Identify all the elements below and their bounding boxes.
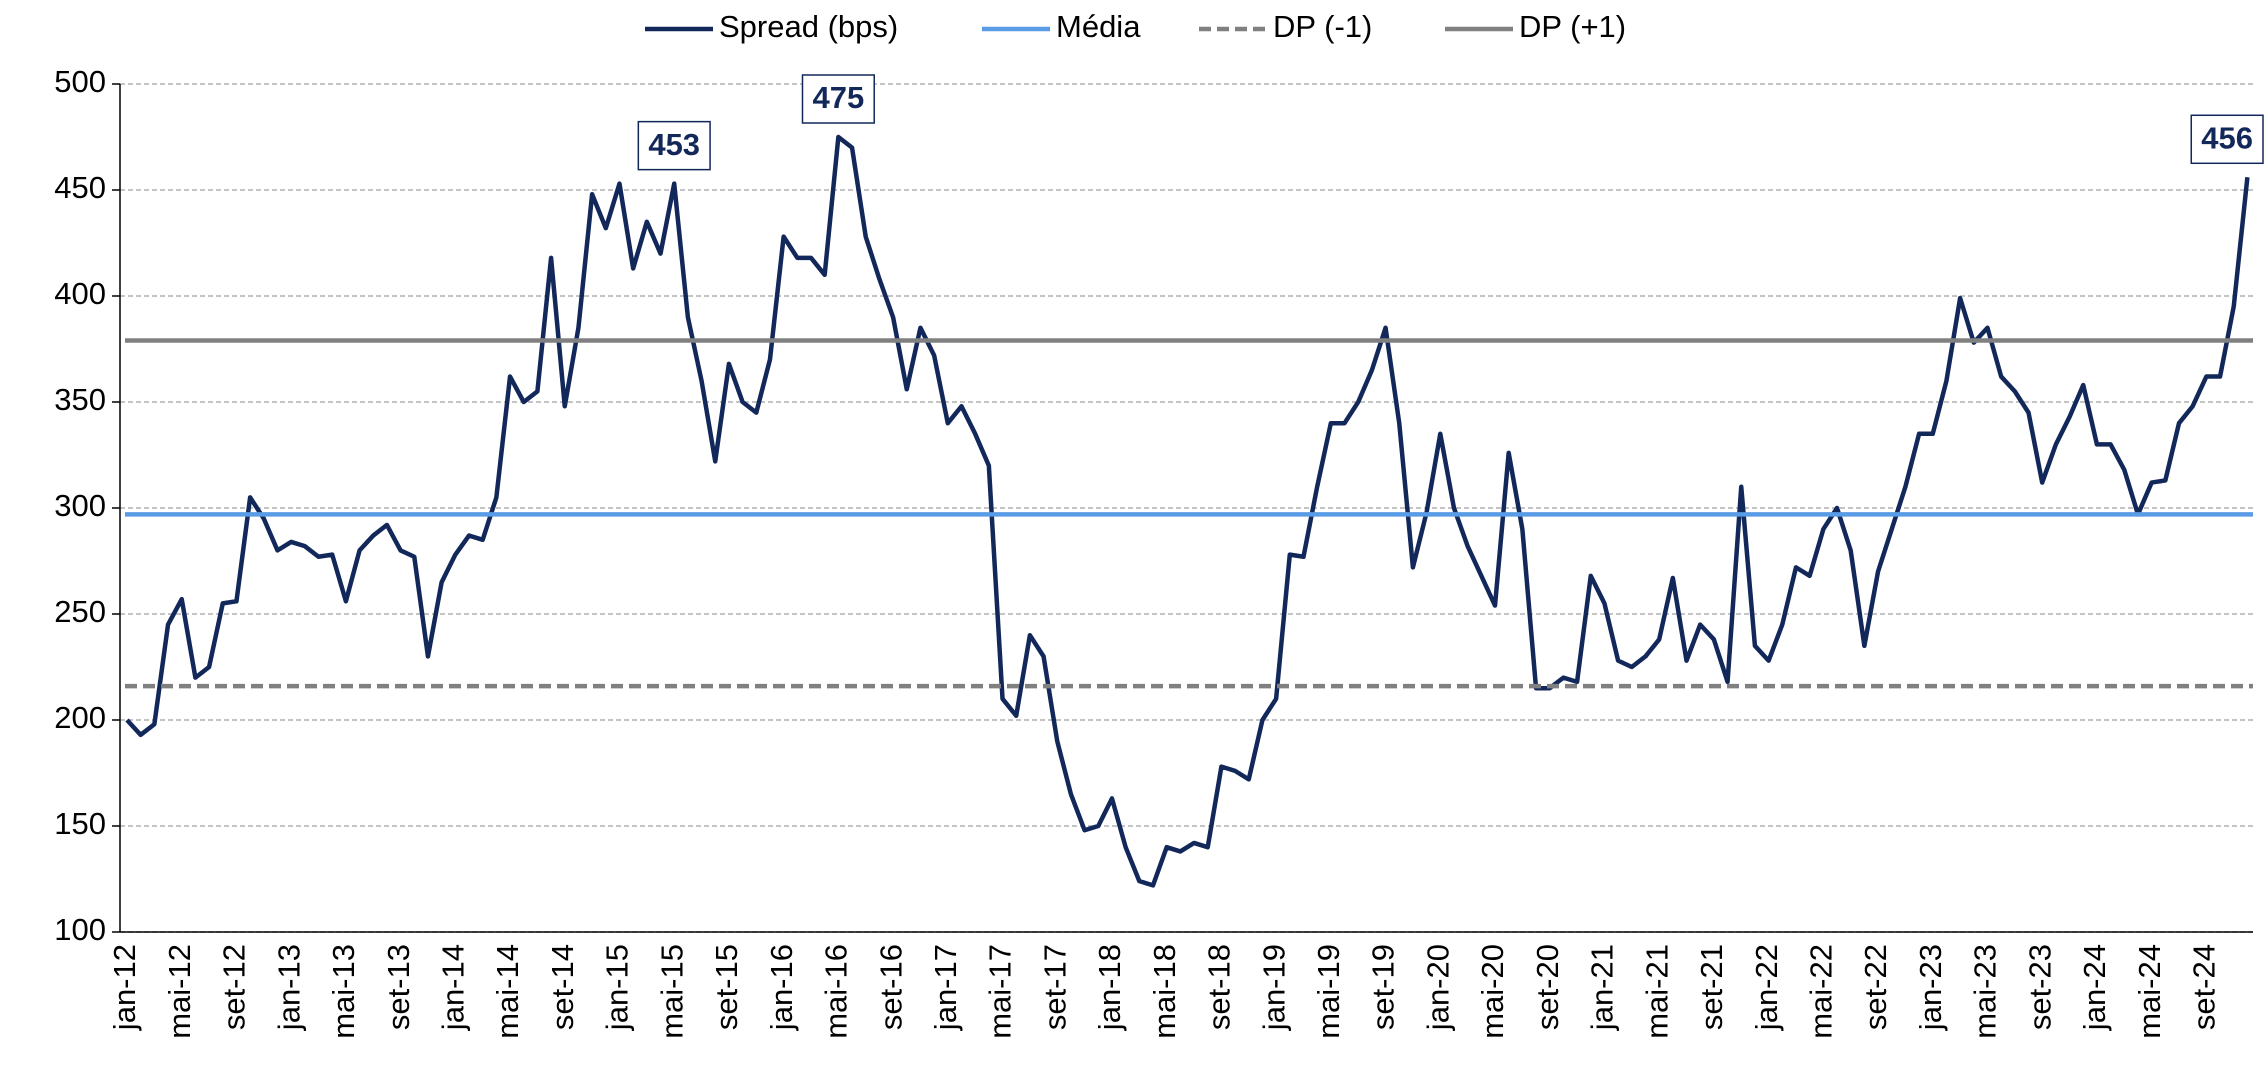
x-tick-label: set-23: [2022, 944, 2057, 1030]
x-tick-label: mai-22: [1804, 944, 1839, 1039]
value-label-text: 456: [2201, 120, 2253, 155]
x-tick-label: jan-12: [107, 944, 142, 1031]
x-tick-label: jan-16: [764, 944, 799, 1031]
x-tick-label: mai-16: [819, 944, 854, 1039]
x-tick-label: set-12: [217, 944, 252, 1030]
y-tick-label: 400: [54, 276, 106, 311]
x-tick-label: set-19: [1366, 944, 1401, 1030]
legend-label: DP (+1): [1519, 9, 1626, 44]
x-tick-label: jan-20: [1420, 944, 1455, 1031]
value-label: 456: [2190, 114, 2264, 165]
x-tick-label: mai-24: [2132, 944, 2167, 1039]
y-tick-label: 200: [54, 700, 106, 735]
x-tick-label: set-21: [1694, 944, 1729, 1030]
y-tick-label: 300: [54, 488, 106, 523]
x-tick-label: jan-14: [436, 944, 471, 1031]
x-tick-label: jan-15: [600, 944, 635, 1031]
x-tick-label: set-22: [1858, 944, 1893, 1030]
x-tick-label: mai-23: [1968, 944, 2003, 1039]
value-label-box: [2190, 114, 2264, 165]
y-tick-label: 150: [54, 806, 106, 841]
y-tick-label: 250: [54, 594, 106, 629]
value-label-box: [801, 74, 875, 124]
y-tick-label: 100: [54, 912, 106, 947]
x-tick-label: set-17: [1037, 944, 1072, 1030]
value-label-text: 475: [812, 80, 864, 115]
x-tick-label: set-13: [381, 944, 416, 1030]
x-tick-label: set-15: [709, 944, 744, 1030]
x-tick-label: set-14: [545, 944, 580, 1030]
x-tick-label: mai-17: [983, 944, 1018, 1039]
x-tick-label: mai-18: [1147, 944, 1182, 1039]
series-line: [125, 134, 2250, 888]
x-tick-label: mai-14: [490, 944, 525, 1039]
x-tick-label: jan-22: [1749, 944, 1784, 1031]
x-tick-label: mai-13: [326, 944, 361, 1039]
value-label-text: 453: [648, 127, 700, 162]
value-label: 453: [637, 120, 711, 171]
legend-label: Média: [1056, 9, 1141, 44]
value-label: 475: [801, 74, 875, 124]
y-tick-label: 500: [54, 64, 106, 99]
x-tick-label: jan-13: [271, 944, 306, 1031]
y-tick-label: 450: [54, 170, 106, 205]
x-tick-label: mai-21: [1639, 944, 1674, 1039]
legend-label: DP (-1): [1273, 9, 1372, 44]
x-tick-label: jan-17: [928, 944, 963, 1031]
value-label-box: [637, 120, 711, 171]
x-tick-label: mai-15: [654, 944, 689, 1039]
x-tick-label: mai-19: [1311, 944, 1346, 1039]
x-tick-label: set-20: [1530, 944, 1565, 1030]
x-tick-label: jan-19: [1256, 944, 1291, 1031]
x-tick-label: set-16: [873, 944, 908, 1030]
x-tick-label: jan-18: [1092, 944, 1127, 1031]
x-tick-label: mai-20: [1475, 944, 1510, 1039]
legend-label: Spread (bps): [719, 9, 898, 44]
x-tick-label: set-24: [2187, 944, 2222, 1030]
x-tick-label: jan-24: [2077, 944, 2112, 1031]
x-tick-label: mai-12: [162, 944, 197, 1039]
x-tick-label: set-18: [1202, 944, 1237, 1030]
y-tick-label: 350: [54, 382, 106, 417]
x-tick-label: jan-23: [1913, 944, 1948, 1031]
x-tick-label: jan-21: [1585, 944, 1620, 1031]
